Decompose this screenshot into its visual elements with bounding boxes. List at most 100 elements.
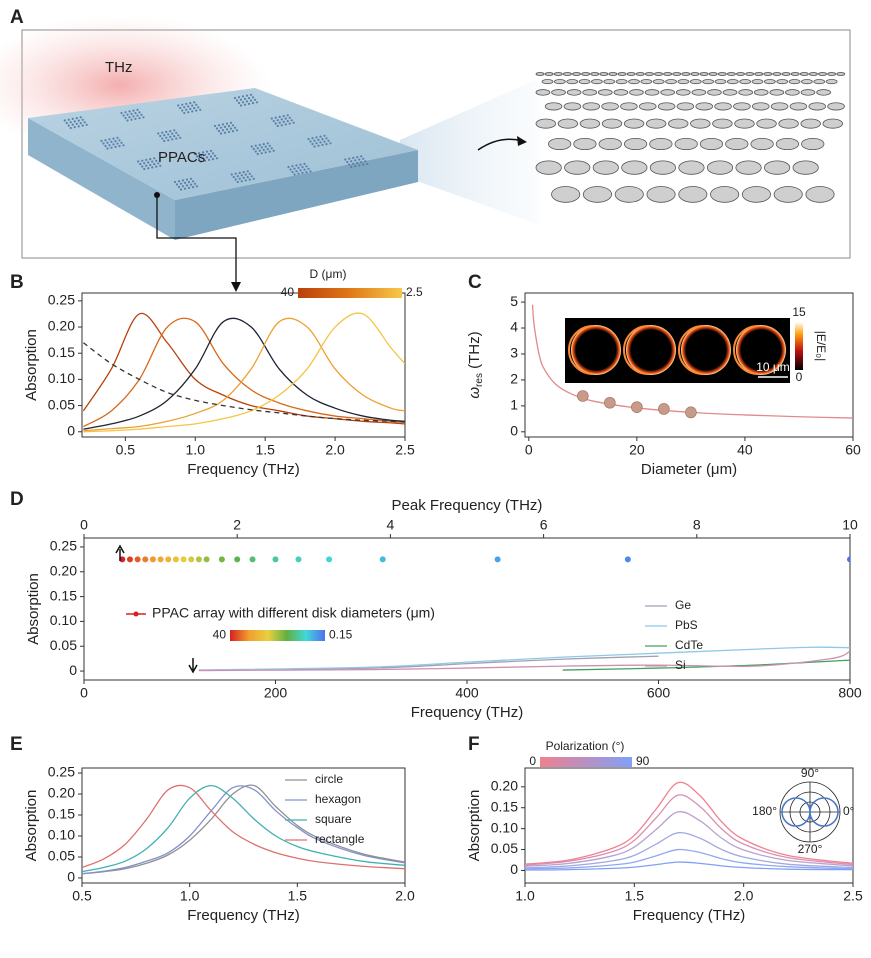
patch-disk (311, 137, 313, 139)
graphene-disk (735, 119, 755, 128)
patch-disk (321, 138, 323, 140)
patch-disk (226, 123, 228, 125)
chart: 0204060012345Diameter (μm)ωres (THz)150|… (466, 293, 861, 478)
x-tick-label: 0 (525, 442, 533, 458)
patch-disk (189, 102, 191, 104)
patch-disk (309, 140, 311, 142)
patch-disk (257, 147, 259, 149)
patch-disk (171, 133, 173, 135)
data-point (204, 556, 210, 562)
patch-disk (84, 121, 86, 123)
patch-disk (78, 125, 80, 127)
patch-disk (237, 181, 239, 183)
patch-disk (134, 112, 136, 114)
graphene-disk (828, 103, 845, 110)
y-tick-label: 0.25 (48, 292, 75, 308)
patch-disk (68, 124, 70, 126)
patch-disk (311, 143, 313, 145)
patch-disk (249, 179, 251, 181)
y-axis-label: Absorption (23, 790, 40, 862)
patch-disk (307, 168, 309, 170)
patch-disk (360, 161, 362, 163)
graphene-disk (536, 119, 556, 128)
graphene-disk (700, 73, 708, 76)
data-point (326, 556, 332, 562)
patch-disk (289, 168, 291, 170)
legend-label: square (315, 812, 352, 826)
patch-disk (100, 140, 102, 142)
patch-disk (187, 105, 189, 107)
patch-disk (128, 110, 130, 112)
patch-disk (291, 165, 293, 167)
graphene-disk (736, 161, 761, 174)
patch-disk (287, 166, 289, 168)
y-tick-label: 0.20 (491, 778, 518, 794)
graphene-disk (579, 80, 590, 84)
patch-disk (104, 139, 106, 141)
polar-angle-label: 0° (843, 804, 855, 818)
patch-disk (138, 111, 140, 113)
x-tick-label: 0.5 (116, 442, 136, 458)
x-axis-label: Frequency (THz) (187, 907, 300, 924)
polar-angle-label: 180° (752, 804, 777, 818)
graphene-disk (602, 119, 622, 128)
patch-disk (178, 186, 180, 188)
legend-label: CdTe (675, 638, 703, 652)
patch-disk (191, 105, 193, 107)
patch-disk (247, 170, 249, 172)
graphene-disk (752, 103, 769, 110)
patch-disk (261, 152, 263, 154)
patch-disk (315, 142, 317, 144)
graphene-disk (818, 73, 826, 76)
y-tick-label: 0.25 (50, 538, 77, 554)
polar-angle-label: 270° (798, 842, 823, 856)
patch-disk (358, 159, 360, 161)
patch-disk (132, 115, 134, 117)
graphene-disk (548, 138, 571, 149)
patch-disk (173, 135, 175, 137)
patch-disk (265, 151, 267, 153)
graphene-disk (580, 119, 600, 128)
patch-disk (239, 172, 241, 174)
patch-disk (80, 116, 82, 118)
patch-disk (231, 173, 233, 175)
patch-disk (165, 131, 167, 133)
patch-disk (261, 146, 263, 148)
field-ring (626, 325, 676, 375)
series-line (83, 318, 405, 426)
patch-disk (239, 178, 241, 180)
graphene-disk (567, 90, 581, 96)
plot-area (83, 313, 405, 432)
panel-a: THz PPACs (0, 15, 850, 258)
x-tick-label: 0.5 (72, 888, 92, 904)
graphene-disk (837, 73, 845, 76)
y-tick-label: 5 (510, 293, 518, 309)
panel-label: A (10, 7, 24, 28)
patch-disk (303, 163, 305, 165)
patch-disk (364, 160, 366, 162)
graphene-disk (554, 73, 562, 76)
patch-disk (319, 136, 321, 138)
down-arrow (189, 658, 197, 672)
patch-disk (241, 174, 243, 176)
colorbar-max-label: 0.15 (329, 628, 353, 642)
patch-disk (124, 111, 126, 113)
y-tick-label: 0.10 (491, 819, 518, 835)
colorbar-title: D (μm) (310, 267, 347, 281)
y-tick-label: 0 (69, 662, 77, 678)
patch-disk (86, 124, 88, 126)
patch-disk (259, 150, 261, 152)
patch-disk (240, 99, 242, 101)
patch-disk (178, 180, 180, 182)
patch-disk (248, 103, 250, 105)
graphene-disk (774, 186, 802, 202)
colorbar-min-label: 0 (529, 754, 536, 768)
patch-disk (230, 122, 232, 124)
x-tick-label: 40 (737, 442, 753, 458)
patch-disk (251, 175, 253, 177)
graphene-disk (826, 80, 837, 84)
patch-disk (281, 118, 283, 120)
patch-disk (141, 165, 143, 167)
patch-disk (214, 125, 216, 127)
patch-disk (143, 168, 145, 170)
